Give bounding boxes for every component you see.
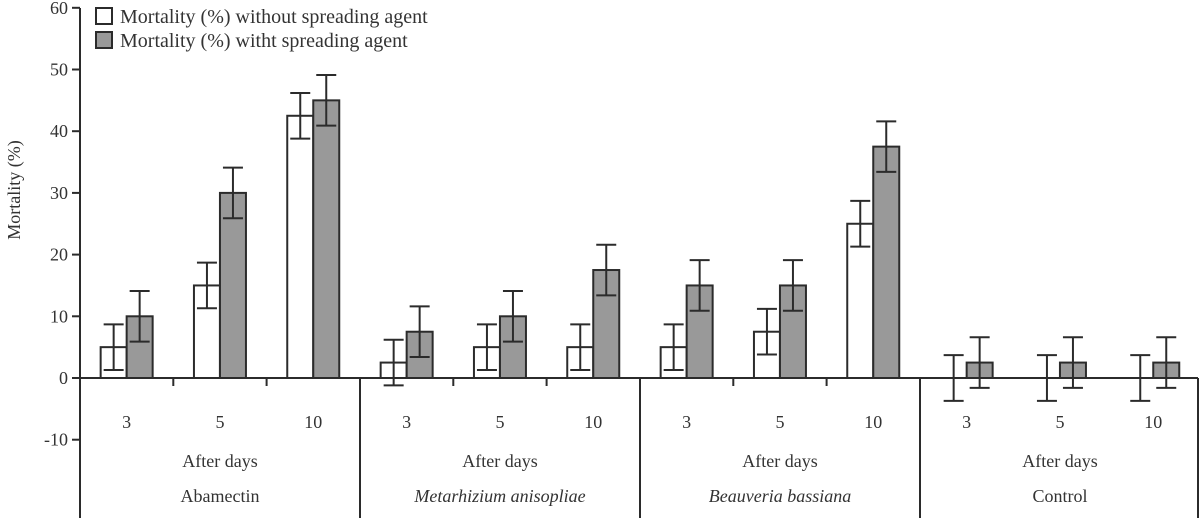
group-label: Metarhizium anisopliae [413,486,585,506]
day-label: 3 [402,412,411,432]
bar-with-agent [312,99,341,379]
x-category-labels: 3 5 10 After days Abamectin 3 5 10 After days Met… [122,412,1162,506]
bars [99,74,1181,402]
y-tick-label: 60 [50,0,68,18]
day-label: 10 [1144,412,1162,432]
y-tick-label: -10 [44,430,68,450]
day-label: 5 [775,412,784,432]
day-label: 10 [584,412,602,432]
y-tick-label: 0 [59,368,68,388]
bar-without-agent [192,284,221,380]
day-label: 5 [495,412,504,432]
day-label: 3 [682,412,691,432]
after-days-label: After days [742,451,817,471]
legend-label: Mortality (%) without spreading agent [120,6,428,28]
bar-with-agent [872,145,901,379]
legend-label: Mortality (%) witht spreading agent [120,30,408,52]
bar-without-agent [286,114,315,380]
y-tick-label: 20 [50,245,68,265]
day-label: 5 [215,412,224,432]
axes: -10 0 10 20 30 40 50 60 [44,0,1199,518]
after-days-label: After days [462,451,537,471]
after-days-label: After days [182,451,257,471]
group-label: Abamectin [181,486,260,506]
y-tick-label: 50 [50,60,68,80]
day-label: 10 [864,412,882,432]
day-label: 10 [304,412,322,432]
after-days-label: After days [1022,451,1097,471]
y-tick-label: 30 [50,183,68,203]
day-label: 3 [962,412,971,432]
day-label: 3 [122,412,131,432]
group-label: Control [1032,486,1087,506]
y-tick-label: 10 [50,306,68,326]
bar-with-agent [218,191,247,379]
legend-swatch [95,7,113,25]
group-label: Beauveria bassiana [709,486,851,506]
legend: Mortality (%) without spreading agentMor… [95,6,428,52]
y-tick-label: 40 [50,121,68,141]
y-axis-title: Mortality (%) [4,140,25,239]
day-label: 5 [1055,412,1064,432]
legend-swatch [95,31,113,49]
